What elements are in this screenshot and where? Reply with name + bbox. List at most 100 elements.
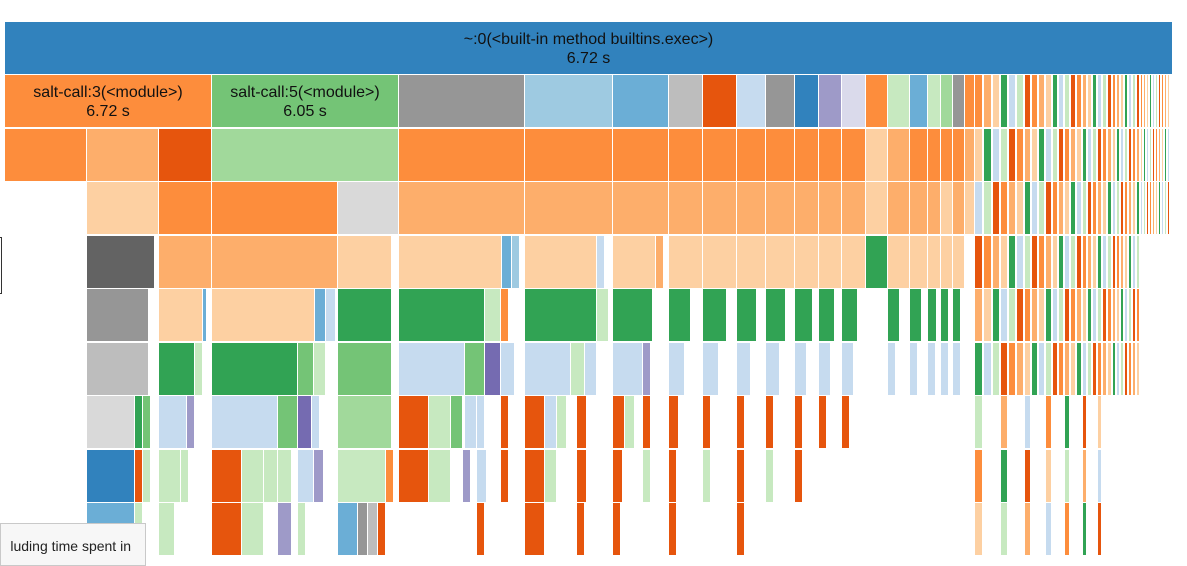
frame-cell[interactable] — [1159, 182, 1161, 235]
frame-cell[interactable] — [703, 450, 711, 503]
frame-cell[interactable] — [187, 396, 195, 449]
frame-cell[interactable] — [1159, 129, 1161, 182]
frame-cell[interactable] — [975, 129, 983, 182]
frame-cell[interactable] — [1083, 503, 1087, 556]
frame-cell[interactable] — [1017, 75, 1024, 128]
frame-cell[interactable] — [1133, 129, 1136, 182]
frame-cell[interactable] — [502, 236, 512, 289]
frame-cell[interactable] — [975, 450, 983, 503]
frame-cell[interactable] — [1129, 129, 1132, 182]
frame-cell[interactable] — [993, 289, 1000, 342]
frame-cell[interactable] — [910, 236, 928, 289]
frame-cell[interactable] — [1017, 289, 1024, 342]
frame-cell[interactable] — [1071, 75, 1076, 128]
frame-cell[interactable] — [766, 182, 795, 235]
frame-cell[interactable] — [1159, 75, 1161, 128]
frame-cell[interactable] — [545, 450, 557, 503]
frame-cell[interactable] — [1017, 182, 1024, 235]
frame-cell[interactable] — [1059, 129, 1064, 182]
frame-cell[interactable] — [1162, 75, 1164, 128]
frame-cell[interactable] — [1141, 129, 1143, 182]
frame-cell[interactable] — [399, 289, 485, 342]
frame-cell[interactable] — [1108, 182, 1112, 235]
frame-cell[interactable] — [953, 343, 961, 396]
frame-cell[interactable] — [910, 75, 928, 128]
frame-cell[interactable] — [1083, 236, 1087, 289]
frame-cell[interactable] — [159, 503, 175, 556]
frame-cell[interactable] — [1121, 75, 1124, 128]
frame-cell[interactable] — [399, 182, 525, 235]
frame-cell[interactable] — [1125, 75, 1128, 128]
frame-cell[interactable] — [984, 289, 992, 342]
frame-cell[interactable] — [669, 396, 679, 449]
frame-cell[interactable] — [975, 75, 983, 128]
frame-cell[interactable] — [1153, 75, 1155, 128]
frame-cell[interactable] — [1137, 75, 1140, 128]
frame-cell[interactable] — [525, 289, 597, 342]
frame-cell[interactable] — [766, 75, 795, 128]
frame-cell[interactable] — [795, 289, 813, 342]
frame-cell[interactable] — [338, 343, 392, 396]
frame-cell[interactable] — [1113, 129, 1116, 182]
frame-cell[interactable] — [159, 289, 203, 342]
frame-cell[interactable] — [1046, 343, 1052, 396]
frame-cell[interactable] — [1065, 450, 1070, 503]
frame-cell[interactable] — [1053, 75, 1058, 128]
frame-cell[interactable] — [1129, 236, 1132, 289]
frame-cell[interactable] — [143, 450, 151, 503]
frame-cell[interactable] — [1098, 503, 1102, 556]
frame-cell[interactable] — [965, 182, 975, 235]
frame-cell[interactable] — [1001, 450, 1008, 503]
frame-cell[interactable] — [429, 396, 451, 449]
frame-cell[interactable] — [941, 129, 953, 182]
frame-cell[interactable] — [984, 129, 992, 182]
frame-cell[interactable] — [525, 343, 571, 396]
frame-cell[interactable] — [1113, 289, 1116, 342]
frame-cell[interactable] — [278, 503, 292, 556]
frame-cell[interactable] — [1025, 75, 1031, 128]
frame-cell[interactable] — [669, 503, 677, 556]
frame-cell[interactable] — [703, 236, 737, 289]
frame-cell[interactable] — [1103, 343, 1107, 396]
frame-cell[interactable] — [1150, 75, 1152, 128]
frame-cell[interactable] — [525, 129, 613, 182]
frame-cell[interactable] — [525, 236, 597, 289]
frame-cell[interactable] — [1103, 75, 1107, 128]
frame-cell[interactable] — [203, 289, 207, 342]
frame-cell[interactable] — [1083, 75, 1087, 128]
frame-cell[interactable] — [1009, 75, 1016, 128]
frame-cell[interactable] — [910, 129, 928, 182]
frame-cell[interactable] — [1071, 289, 1076, 342]
frame-cell[interactable] — [378, 503, 386, 556]
frame-cell[interactable] — [766, 129, 795, 182]
frame-cell[interactable] — [737, 129, 766, 182]
frame-cell[interactable] — [1009, 129, 1016, 182]
frame-cell[interactable] — [159, 396, 187, 449]
frame-cell[interactable] — [1133, 343, 1136, 396]
frame-cell[interactable] — [1137, 182, 1140, 235]
frame-cell[interactable] — [429, 450, 451, 503]
frame-cell[interactable] — [819, 236, 842, 289]
frame-cell[interactable] — [1117, 236, 1120, 289]
frame-cell[interactable] — [1077, 129, 1082, 182]
frame-cell[interactable] — [298, 343, 314, 396]
frame-cell[interactable] — [1098, 396, 1102, 449]
frame-cell[interactable] — [1071, 182, 1076, 235]
frame-cell[interactable] — [1098, 450, 1102, 503]
frame-cell[interactable] — [613, 503, 621, 556]
frame-cell[interactable] — [1133, 75, 1136, 128]
frame-cell[interactable] — [571, 343, 585, 396]
frame-cell[interactable] — [975, 182, 983, 235]
frame-cell[interactable] — [1150, 182, 1152, 235]
frame-cell[interactable] — [669, 236, 703, 289]
frame-cell[interactable] — [993, 236, 1000, 289]
frame-cell[interactable] — [1108, 129, 1112, 182]
frame-cell[interactable] — [888, 182, 910, 235]
frame-cell[interactable] — [888, 75, 910, 128]
frame-cell[interactable] — [1137, 343, 1140, 396]
frame-cell[interactable] — [195, 343, 203, 396]
frame-cell[interactable] — [842, 75, 866, 128]
frame-cell[interactable] — [1156, 75, 1158, 128]
frame-cell[interactable] — [597, 289, 609, 342]
frame-cell[interactable] — [795, 396, 803, 449]
